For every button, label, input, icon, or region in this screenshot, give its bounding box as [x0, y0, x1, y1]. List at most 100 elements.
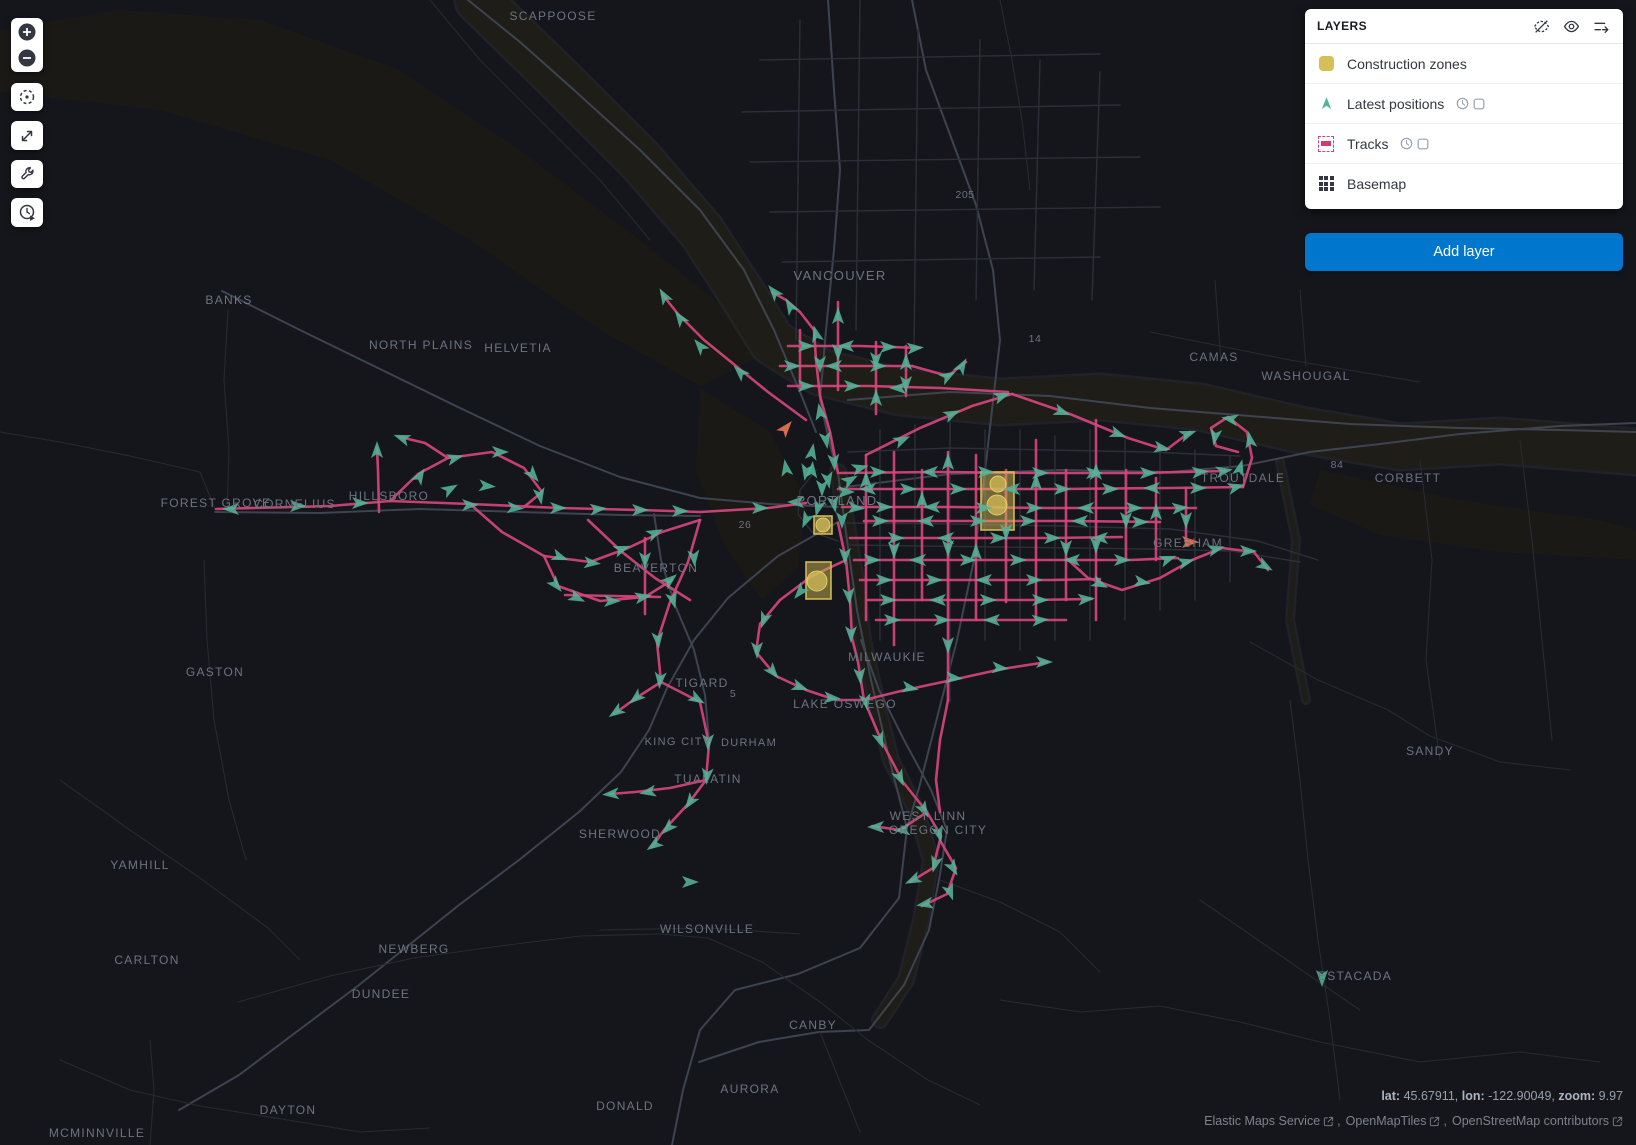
add-layer-button[interactable]: Add layer	[1305, 233, 1623, 271]
position-marker[interactable]	[909, 554, 926, 566]
position-marker[interactable]	[532, 487, 548, 506]
position-marker[interactable]	[808, 324, 824, 344]
position-marker[interactable]	[702, 734, 714, 751]
position-marker[interactable]	[1026, 574, 1043, 586]
position-marker[interactable]	[820, 471, 836, 490]
position-marker[interactable]	[779, 458, 794, 477]
position-marker[interactable]	[823, 691, 842, 704]
position-marker[interactable]	[672, 505, 689, 517]
position-marker[interactable]	[790, 582, 810, 603]
position-marker[interactable]	[651, 631, 664, 650]
position-marker[interactable]	[1243, 430, 1258, 449]
position-marker[interactable]	[950, 483, 967, 495]
position-marker[interactable]	[1133, 574, 1152, 590]
position-marker[interactable]	[625, 688, 646, 708]
position-marker[interactable]	[1102, 483, 1119, 495]
position-marker[interactable]	[929, 594, 946, 606]
timeslider-button[interactable]	[11, 198, 43, 227]
position-marker[interactable]	[1030, 473, 1042, 490]
hide-all-layers-icon[interactable]	[1533, 18, 1550, 35]
position-marker[interactable]	[827, 453, 840, 472]
position-marker[interactable]	[983, 614, 1000, 626]
position-marker[interactable]	[506, 501, 525, 514]
position-marker[interactable]	[371, 441, 383, 458]
position-marker[interactable]	[1044, 532, 1061, 544]
position-marker[interactable]	[1077, 502, 1094, 514]
position-marker[interactable]	[893, 823, 911, 836]
construction-zone-point[interactable]	[989, 475, 1007, 493]
track-line[interactable]	[1010, 392, 1192, 452]
position-marker[interactable]	[858, 693, 874, 712]
position-marker[interactable]	[1191, 465, 1210, 479]
position-marker[interactable]	[1190, 482, 1207, 494]
position-marker[interactable]	[462, 499, 479, 511]
position-marker[interactable]	[1180, 512, 1192, 529]
position-marker[interactable]	[870, 466, 887, 478]
position-marker[interactable]	[847, 501, 866, 514]
position-marker[interactable]	[839, 548, 851, 565]
position-marker[interactable]	[816, 480, 828, 497]
position-marker[interactable]	[391, 429, 412, 447]
position-marker[interactable]	[1171, 501, 1190, 515]
position-marker[interactable]	[1090, 463, 1102, 480]
position-marker[interactable]	[900, 353, 912, 370]
position-marker[interactable]	[410, 465, 430, 486]
position-marker[interactable]	[901, 680, 920, 696]
position-marker[interactable]	[853, 667, 866, 686]
position-marker[interactable]	[1032, 594, 1049, 606]
position-marker[interactable]	[1143, 482, 1160, 494]
position-marker[interactable]	[1090, 575, 1110, 593]
position-marker[interactable]	[780, 295, 800, 316]
position-marker[interactable]	[888, 532, 905, 544]
position-marker[interactable]	[872, 515, 889, 527]
position-marker[interactable]	[850, 460, 871, 476]
position-marker[interactable]	[960, 554, 977, 566]
position-marker[interactable]	[755, 610, 773, 630]
position-marker[interactable]	[660, 570, 681, 590]
position-marker[interactable]	[790, 678, 810, 696]
position-marker[interactable]	[478, 479, 497, 492]
position-marker[interactable]	[612, 540, 632, 558]
position-marker[interactable]	[690, 335, 710, 356]
track-line[interactable]	[858, 577, 1102, 582]
position-marker[interactable]	[687, 549, 700, 568]
track-line[interactable]	[864, 392, 1014, 457]
position-marker[interactable]	[931, 824, 947, 845]
position-marker[interactable]	[1063, 554, 1080, 566]
position-marker[interactable]	[665, 590, 681, 611]
position-marker[interactable]	[1158, 550, 1178, 568]
position-marker[interactable]	[546, 575, 566, 596]
position-marker[interactable]	[670, 307, 690, 328]
position-marker[interactable]	[222, 503, 239, 515]
track-line[interactable]	[934, 698, 950, 814]
track-line[interactable]	[862, 660, 1049, 702]
position-marker[interactable]	[1114, 554, 1131, 566]
position-marker[interactable]	[682, 876, 699, 888]
position-marker[interactable]	[1054, 483, 1071, 495]
position-marker[interactable]	[952, 355, 972, 376]
position-marker[interactable]	[523, 465, 543, 486]
set-view-button[interactable]	[11, 83, 43, 111]
position-marker[interactable]	[810, 498, 826, 519]
position-marker[interactable]	[991, 661, 1010, 674]
position-marker[interactable]	[842, 587, 855, 606]
track-line[interactable]	[866, 597, 1094, 602]
position-marker[interactable]	[1206, 541, 1227, 557]
position-marker[interactable]	[1003, 483, 1020, 495]
position-marker[interactable]	[813, 402, 828, 421]
attribution-link-openstreetmap[interactable]: OpenStreetMap contributors	[1452, 1114, 1623, 1128]
track-line[interactable]	[840, 505, 1198, 510]
position-marker[interactable]	[1060, 540, 1072, 557]
position-marker[interactable]	[871, 730, 889, 750]
position-marker[interactable]	[1132, 516, 1149, 528]
position-marker[interactable]	[1255, 556, 1276, 576]
position-marker[interactable]	[938, 366, 959, 386]
position-marker[interactable]	[1208, 428, 1223, 447]
position-marker[interactable]	[860, 471, 872, 488]
position-marker[interactable]	[643, 835, 664, 855]
position-marker[interactable]	[891, 768, 909, 788]
position-marker[interactable]	[945, 671, 964, 684]
position-marker[interactable]	[797, 510, 815, 530]
zoom-control[interactable]	[11, 18, 43, 72]
position-marker[interactable]	[914, 800, 934, 821]
